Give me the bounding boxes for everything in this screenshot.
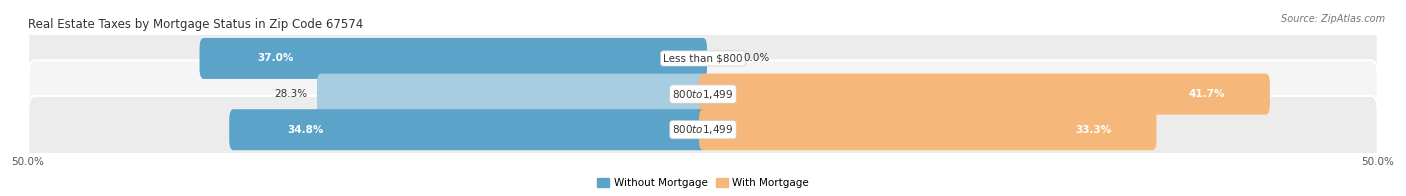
FancyBboxPatch shape: [28, 96, 1378, 164]
FancyBboxPatch shape: [229, 109, 707, 150]
FancyBboxPatch shape: [699, 74, 1270, 115]
Text: $800 to $1,499: $800 to $1,499: [672, 88, 734, 101]
Text: Source: ZipAtlas.com: Source: ZipAtlas.com: [1281, 14, 1385, 24]
Text: Less than $800: Less than $800: [664, 54, 742, 64]
Text: 41.7%: 41.7%: [1189, 89, 1226, 99]
Text: 37.0%: 37.0%: [257, 54, 294, 64]
FancyBboxPatch shape: [28, 24, 1378, 92]
Text: $800 to $1,499: $800 to $1,499: [672, 123, 734, 136]
Text: 33.3%: 33.3%: [1076, 125, 1112, 135]
FancyBboxPatch shape: [28, 60, 1378, 128]
FancyBboxPatch shape: [316, 74, 707, 115]
FancyBboxPatch shape: [699, 109, 1157, 150]
Text: 0.0%: 0.0%: [744, 54, 769, 64]
Legend: Without Mortgage, With Mortgage: Without Mortgage, With Mortgage: [593, 174, 813, 192]
Text: Real Estate Taxes by Mortgage Status in Zip Code 67574: Real Estate Taxes by Mortgage Status in …: [28, 18, 363, 31]
FancyBboxPatch shape: [200, 38, 707, 79]
Text: 34.8%: 34.8%: [287, 125, 323, 135]
Text: 28.3%: 28.3%: [274, 89, 308, 99]
